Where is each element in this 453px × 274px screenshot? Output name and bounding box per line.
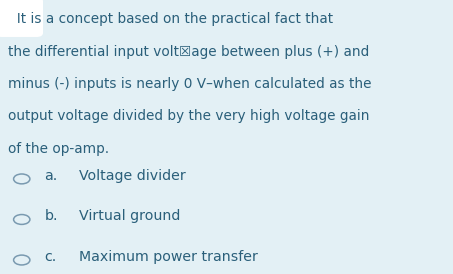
Text: minus (-) inputs is nearly 0 V–when calculated as the: minus (-) inputs is nearly 0 V–when calc… (8, 77, 371, 91)
Text: It is a concept based on the practical fact that: It is a concept based on the practical f… (8, 12, 333, 26)
Text: Maximum power transfer: Maximum power transfer (70, 250, 258, 264)
Text: of the op-amp.: of the op-amp. (8, 142, 109, 156)
Text: c.: c. (44, 250, 57, 264)
Text: a.: a. (44, 169, 58, 182)
Text: Virtual ground: Virtual ground (70, 209, 181, 223)
Text: output voltage divided by the very high voltage gain: output voltage divided by the very high … (8, 109, 370, 123)
Text: Voltage divider: Voltage divider (70, 169, 186, 182)
Text: the differential input volt☒age between plus (+) and: the differential input volt☒age between … (8, 45, 369, 59)
FancyBboxPatch shape (0, 0, 43, 37)
Text: b.: b. (44, 209, 58, 223)
